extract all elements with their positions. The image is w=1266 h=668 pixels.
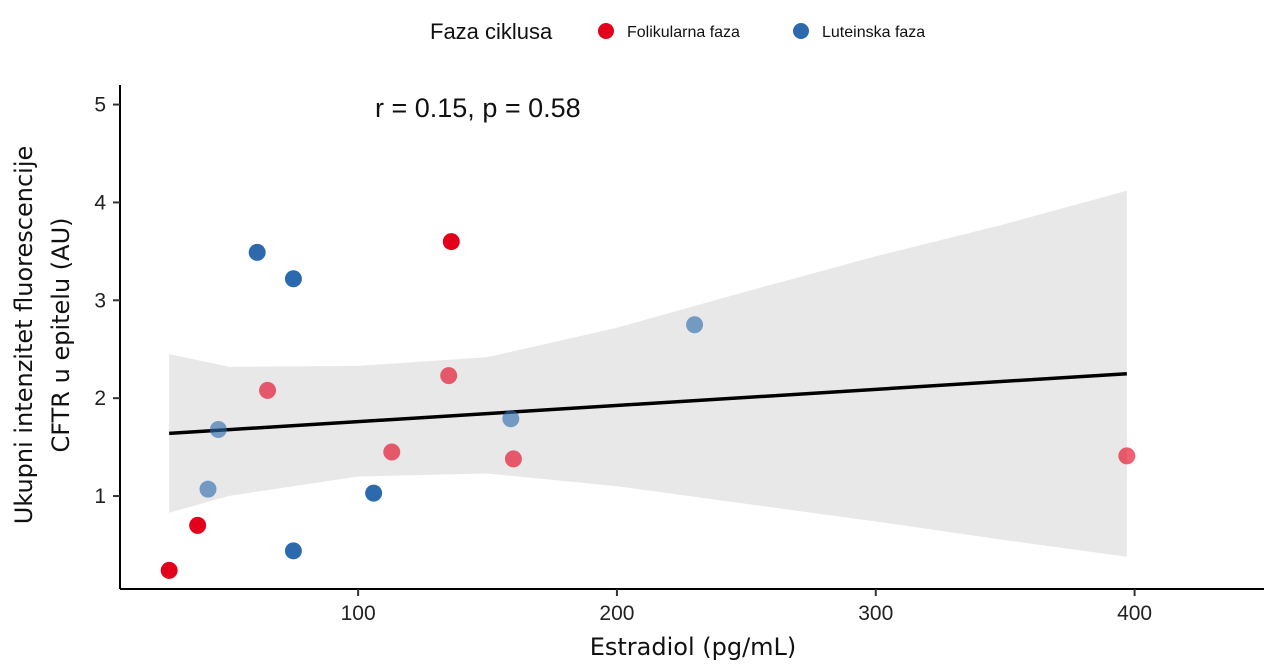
data-point bbox=[284, 542, 302, 560]
y-tick-label: 3 bbox=[94, 289, 106, 312]
data-point bbox=[383, 443, 401, 461]
legend-marker bbox=[793, 23, 809, 39]
series-luteinska bbox=[199, 243, 704, 560]
data-point bbox=[502, 410, 520, 428]
x-tick-label: 200 bbox=[599, 602, 634, 625]
y-axis-title-line-1: Ukupni intenzitet fluorescencije bbox=[10, 146, 38, 525]
data-point bbox=[442, 233, 460, 251]
legend-marker bbox=[598, 23, 614, 39]
correlation-annotation: r = 0.15, p = 0.58 bbox=[375, 93, 581, 123]
data-point bbox=[1118, 447, 1136, 465]
data-point bbox=[440, 367, 458, 385]
x-tick-label: 300 bbox=[858, 602, 893, 625]
y-tick-label: 4 bbox=[94, 191, 106, 214]
legend-label: Luteinska faza bbox=[822, 24, 925, 41]
data-point bbox=[365, 484, 383, 502]
y-tick-label: 2 bbox=[94, 387, 106, 410]
data-point bbox=[209, 420, 227, 438]
data-point bbox=[189, 516, 207, 534]
legend-label: Folikularna faza bbox=[627, 24, 740, 41]
data-point bbox=[259, 381, 277, 399]
series-folikularna bbox=[160, 233, 1136, 579]
data-point bbox=[160, 561, 178, 579]
legend: Faza ciklusa Folikularna faza Luteinska fa… bbox=[430, 19, 925, 44]
legend-title: Faza ciklusa bbox=[430, 19, 553, 44]
x-axis-title: Estradiol (pg/mL) bbox=[590, 633, 797, 661]
x-tick-label: 100 bbox=[341, 602, 376, 625]
data-point bbox=[248, 243, 266, 261]
plot-area: 1 2 3 4 5 100 200 300 400 bbox=[94, 85, 1264, 625]
data-point bbox=[284, 270, 302, 288]
data-point bbox=[504, 450, 522, 468]
y-tick-label: 5 bbox=[94, 94, 106, 117]
data-point bbox=[686, 316, 704, 334]
y-axis-title-line-2: CFTR u epitelu (AU) bbox=[47, 217, 75, 452]
regression-line bbox=[169, 371, 1127, 436]
x-tick-label: 400 bbox=[1117, 602, 1152, 625]
y-tick-label: 1 bbox=[94, 485, 106, 508]
data-point bbox=[199, 480, 217, 498]
confidence-band bbox=[169, 190, 1127, 557]
